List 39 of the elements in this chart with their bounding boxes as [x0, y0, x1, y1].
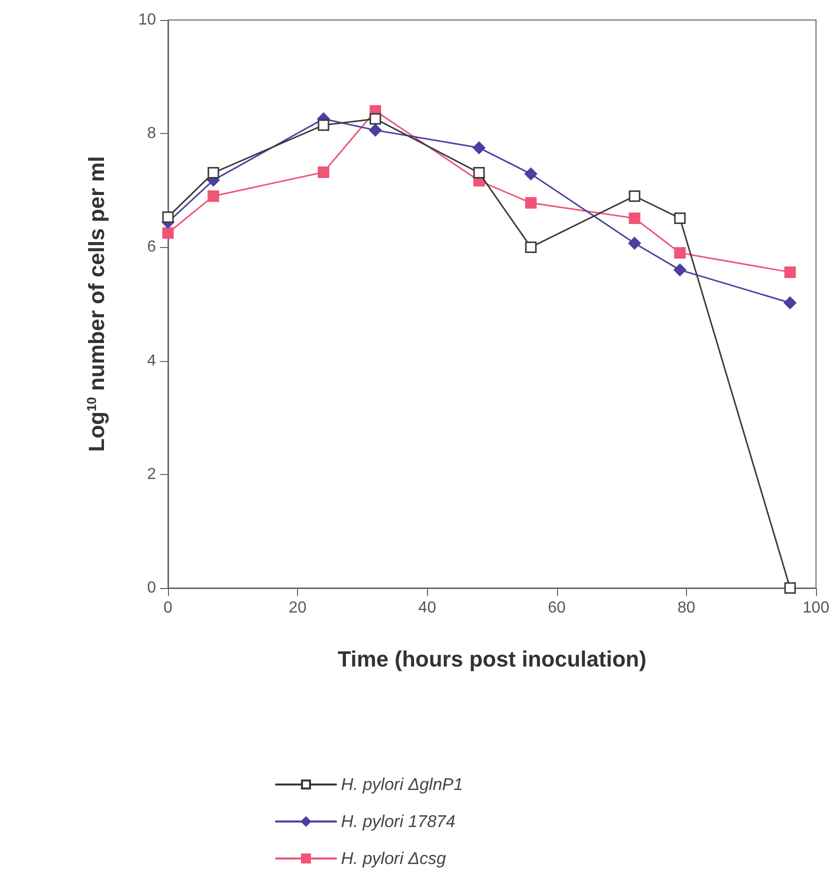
point	[628, 212, 640, 224]
point	[628, 236, 641, 250]
point	[525, 197, 537, 209]
point	[524, 168, 538, 180]
point	[162, 211, 174, 223]
legend-label: H. pylori 17874	[341, 812, 456, 831]
point	[162, 227, 174, 239]
point	[208, 190, 220, 202]
point	[784, 582, 796, 594]
y-tick-label: 8	[147, 125, 156, 142]
y-tick-label: 6	[147, 238, 156, 256]
x-tick-label: 40	[418, 600, 436, 616]
point	[674, 264, 686, 276]
y-tick-label: 0	[147, 580, 156, 596]
x-tick-label: 80	[678, 600, 696, 616]
point	[628, 190, 640, 202]
point	[525, 241, 537, 253]
x-tick-label: 100	[802, 600, 830, 616]
y-tick-label: 4	[147, 352, 156, 370]
point	[472, 142, 486, 154]
point	[318, 119, 330, 131]
point	[674, 247, 686, 259]
legend-label: H. pylori Δcsg	[341, 849, 446, 868]
x-tick-label: 0	[164, 600, 173, 616]
point	[370, 113, 382, 125]
point	[784, 266, 796, 278]
legend-label: H. pylori ΔglnP1	[341, 775, 463, 794]
point	[473, 167, 485, 179]
y-tick-label: 10	[138, 12, 156, 28]
point	[674, 212, 686, 224]
point	[369, 124, 382, 136]
point	[208, 167, 220, 179]
y-tick-label: 2	[147, 466, 156, 483]
x-axis-title: Time (hours post inoculation)	[338, 646, 646, 672]
x-tick-label: 20	[288, 600, 307, 616]
point	[318, 166, 330, 178]
point	[784, 296, 796, 310]
x-tick-label: 60	[548, 600, 566, 616]
y-axis-title: Log10 number of cells per ml	[84, 156, 109, 452]
